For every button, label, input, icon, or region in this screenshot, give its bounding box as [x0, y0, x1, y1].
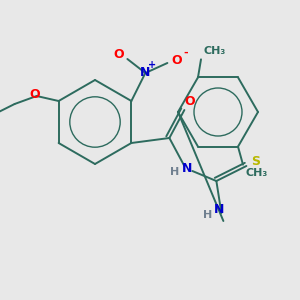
- Text: O: O: [171, 53, 182, 67]
- Text: O: O: [113, 47, 124, 61]
- Text: N: N: [214, 202, 225, 215]
- Text: H: H: [170, 167, 179, 177]
- Text: CH₃: CH₃: [204, 46, 226, 56]
- Text: N: N: [140, 67, 151, 80]
- Text: +: +: [148, 60, 156, 70]
- Text: O: O: [29, 88, 40, 100]
- Text: S: S: [251, 154, 260, 167]
- Text: H: H: [203, 210, 212, 220]
- Text: O: O: [184, 94, 195, 107]
- Text: N: N: [182, 161, 193, 175]
- Text: CH₃: CH₃: [246, 168, 268, 178]
- Text: -: -: [183, 48, 188, 58]
